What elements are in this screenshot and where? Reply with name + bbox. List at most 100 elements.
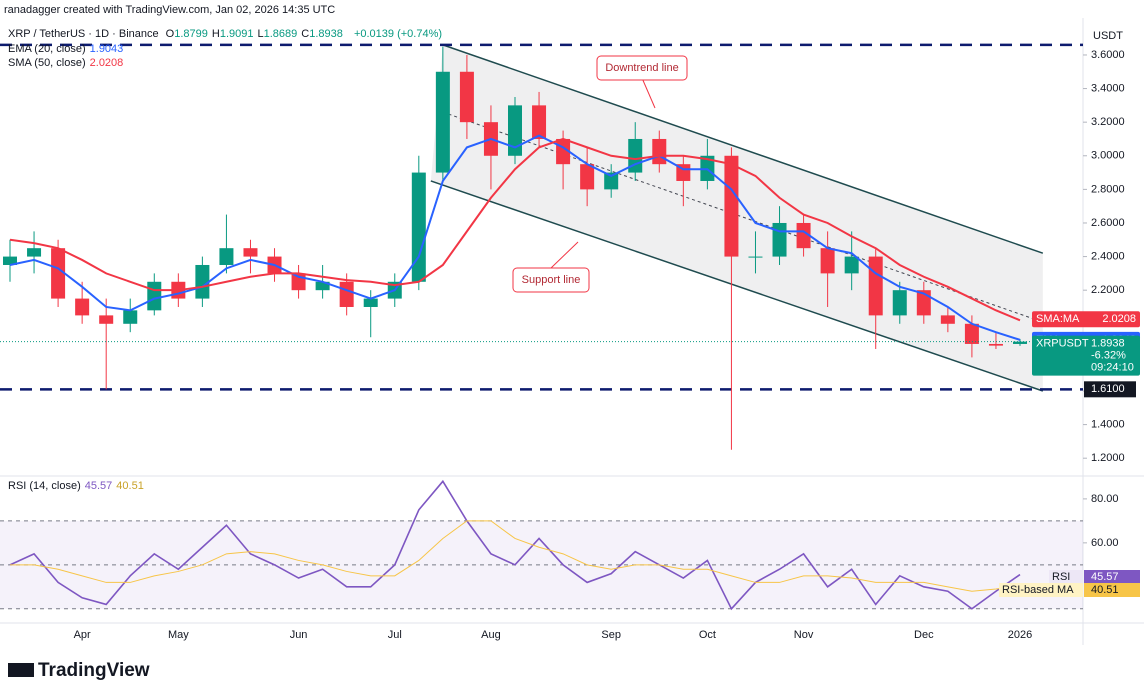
candle-body [772,222,787,257]
ohlc-label: C [301,28,310,40]
candle-body [435,71,450,173]
y-tick-label: 2.8000 [1091,183,1125,195]
candle-body [99,315,114,324]
candle-body [844,256,859,274]
y-tick-label: 80.00 [1091,493,1119,505]
y-tick-label: 3.0000 [1091,150,1125,162]
rsi-tag-name: RSI-based MA [1002,584,1074,596]
last-change: -6.32% [1091,350,1126,362]
y-tick-label: 2.6000 [1091,217,1125,229]
legend-name: SMA (50, close) [8,57,86,69]
rsi-tag-name: RSI [1052,571,1070,583]
rsi-tag-name-box [999,583,1083,597]
ohlc-label: L [257,28,264,40]
x-tick-label: 2026 [1008,629,1032,641]
channel-line [430,180,1044,392]
x-tick-label: Sep [601,629,621,641]
sma-tag-value: 2.0208 [1102,313,1136,325]
x-tick-label: May [168,629,189,641]
candle-body [27,248,42,257]
legend-name: EMA (20, close) [8,43,86,55]
axis-label: USDT [1093,30,1123,42]
x-tick-label: Oct [699,629,716,641]
candle-body [604,172,619,190]
legend-value: 2.0208 [89,57,124,69]
legend-value: 1.9043 [89,43,124,55]
rsi-tag-box [1084,583,1140,597]
x-tick-label: Jun [290,629,308,641]
annotation: Downtrend line [605,62,678,74]
legend-value: 40.51 [116,480,144,492]
x-tick-label: Apr [74,629,91,641]
candle-body [147,281,162,311]
ma-line [9,134,1021,341]
candle-body [724,155,739,257]
price-legend: XRP / TetherUS · 1D · Binance O1.8799 H1.… [8,28,446,40]
candle-body [51,248,66,299]
y-tick-label: 3.4000 [1091,82,1125,94]
credit: ranadagger created with TradingView.com,… [4,4,336,16]
candle-body [988,343,1003,346]
ohlc-value: 1.9091 [219,28,254,40]
x-tick-label: Aug [481,629,501,641]
y-tick-label: 2.2000 [1091,284,1125,296]
candle-body [532,105,547,139]
annotation-pointer [550,241,579,269]
level-label: 1.6100 [1091,383,1125,395]
candle-body [1013,341,1027,344]
x-tick-label: Nov [794,629,814,641]
change: +0.0139 (+0.74%) [353,28,443,40]
brand: TradingView [8,660,150,682]
countdown: 09:24:10 [1091,362,1134,374]
legend-name: RSI (14, close) [8,480,81,492]
y-tick-label: 3.2000 [1091,116,1125,128]
ohlc-label: O [165,28,175,40]
ohlc-label: H [211,28,220,40]
rsi-tag-box [1084,570,1140,584]
annotation: Support line [522,274,581,286]
candle-body [315,281,330,291]
candle-body [219,248,234,265]
legend-value: 45.57 [84,480,113,492]
rsi-tag-name-box [1049,570,1083,584]
y-tick-label: 1.4000 [1091,419,1125,431]
candle-body [508,105,522,156]
rsi-tag-value: 40.51 [1091,584,1119,596]
y-tick-label: 60.00 [1091,537,1119,549]
ohlc: O1.8799 H1.9091 L1.8689 C1.8938 [166,28,347,40]
rsi-line [10,520,1021,592]
candle-body [123,310,138,324]
candle-body [459,71,474,123]
x-tick-label: Dec [914,629,934,641]
candle-body [75,298,90,316]
sma-tag-name: SMA:MA [1036,313,1080,325]
candle-body [628,138,643,173]
rsi-legend: RSI (14, close) 45.57 40.51 [8,480,148,492]
annotation-box [596,55,688,81]
sma-legend: SMA (50, close) 2.0208 [8,57,127,69]
annotation-pointer [641,77,656,109]
ohlc-value: 1.8799 [174,28,208,40]
symbol: XRP / TetherUS · 1D · Binance [8,28,159,40]
candle-body [243,248,258,257]
candle-body [195,264,210,299]
level-label-box [1084,381,1136,398]
candle-body [820,248,835,274]
ohlc-value: 1.8689 [263,28,298,40]
candle-body [796,222,811,249]
channel-mid [442,111,1044,323]
ma-line [9,137,1021,322]
rsi-line [9,479,1021,611]
candle-body [868,256,883,316]
y-tick-label: 3.6000 [1091,49,1125,61]
y-tick-label: 2.4000 [1091,250,1125,262]
candle-body [964,323,979,344]
logo [8,663,34,677]
rsi-band [0,520,1083,609]
candle-body [339,281,354,307]
channel-line [442,44,1044,254]
ohlc-value: 1.8938 [309,28,343,40]
last-box [1032,335,1140,376]
candle-body [411,172,426,282]
